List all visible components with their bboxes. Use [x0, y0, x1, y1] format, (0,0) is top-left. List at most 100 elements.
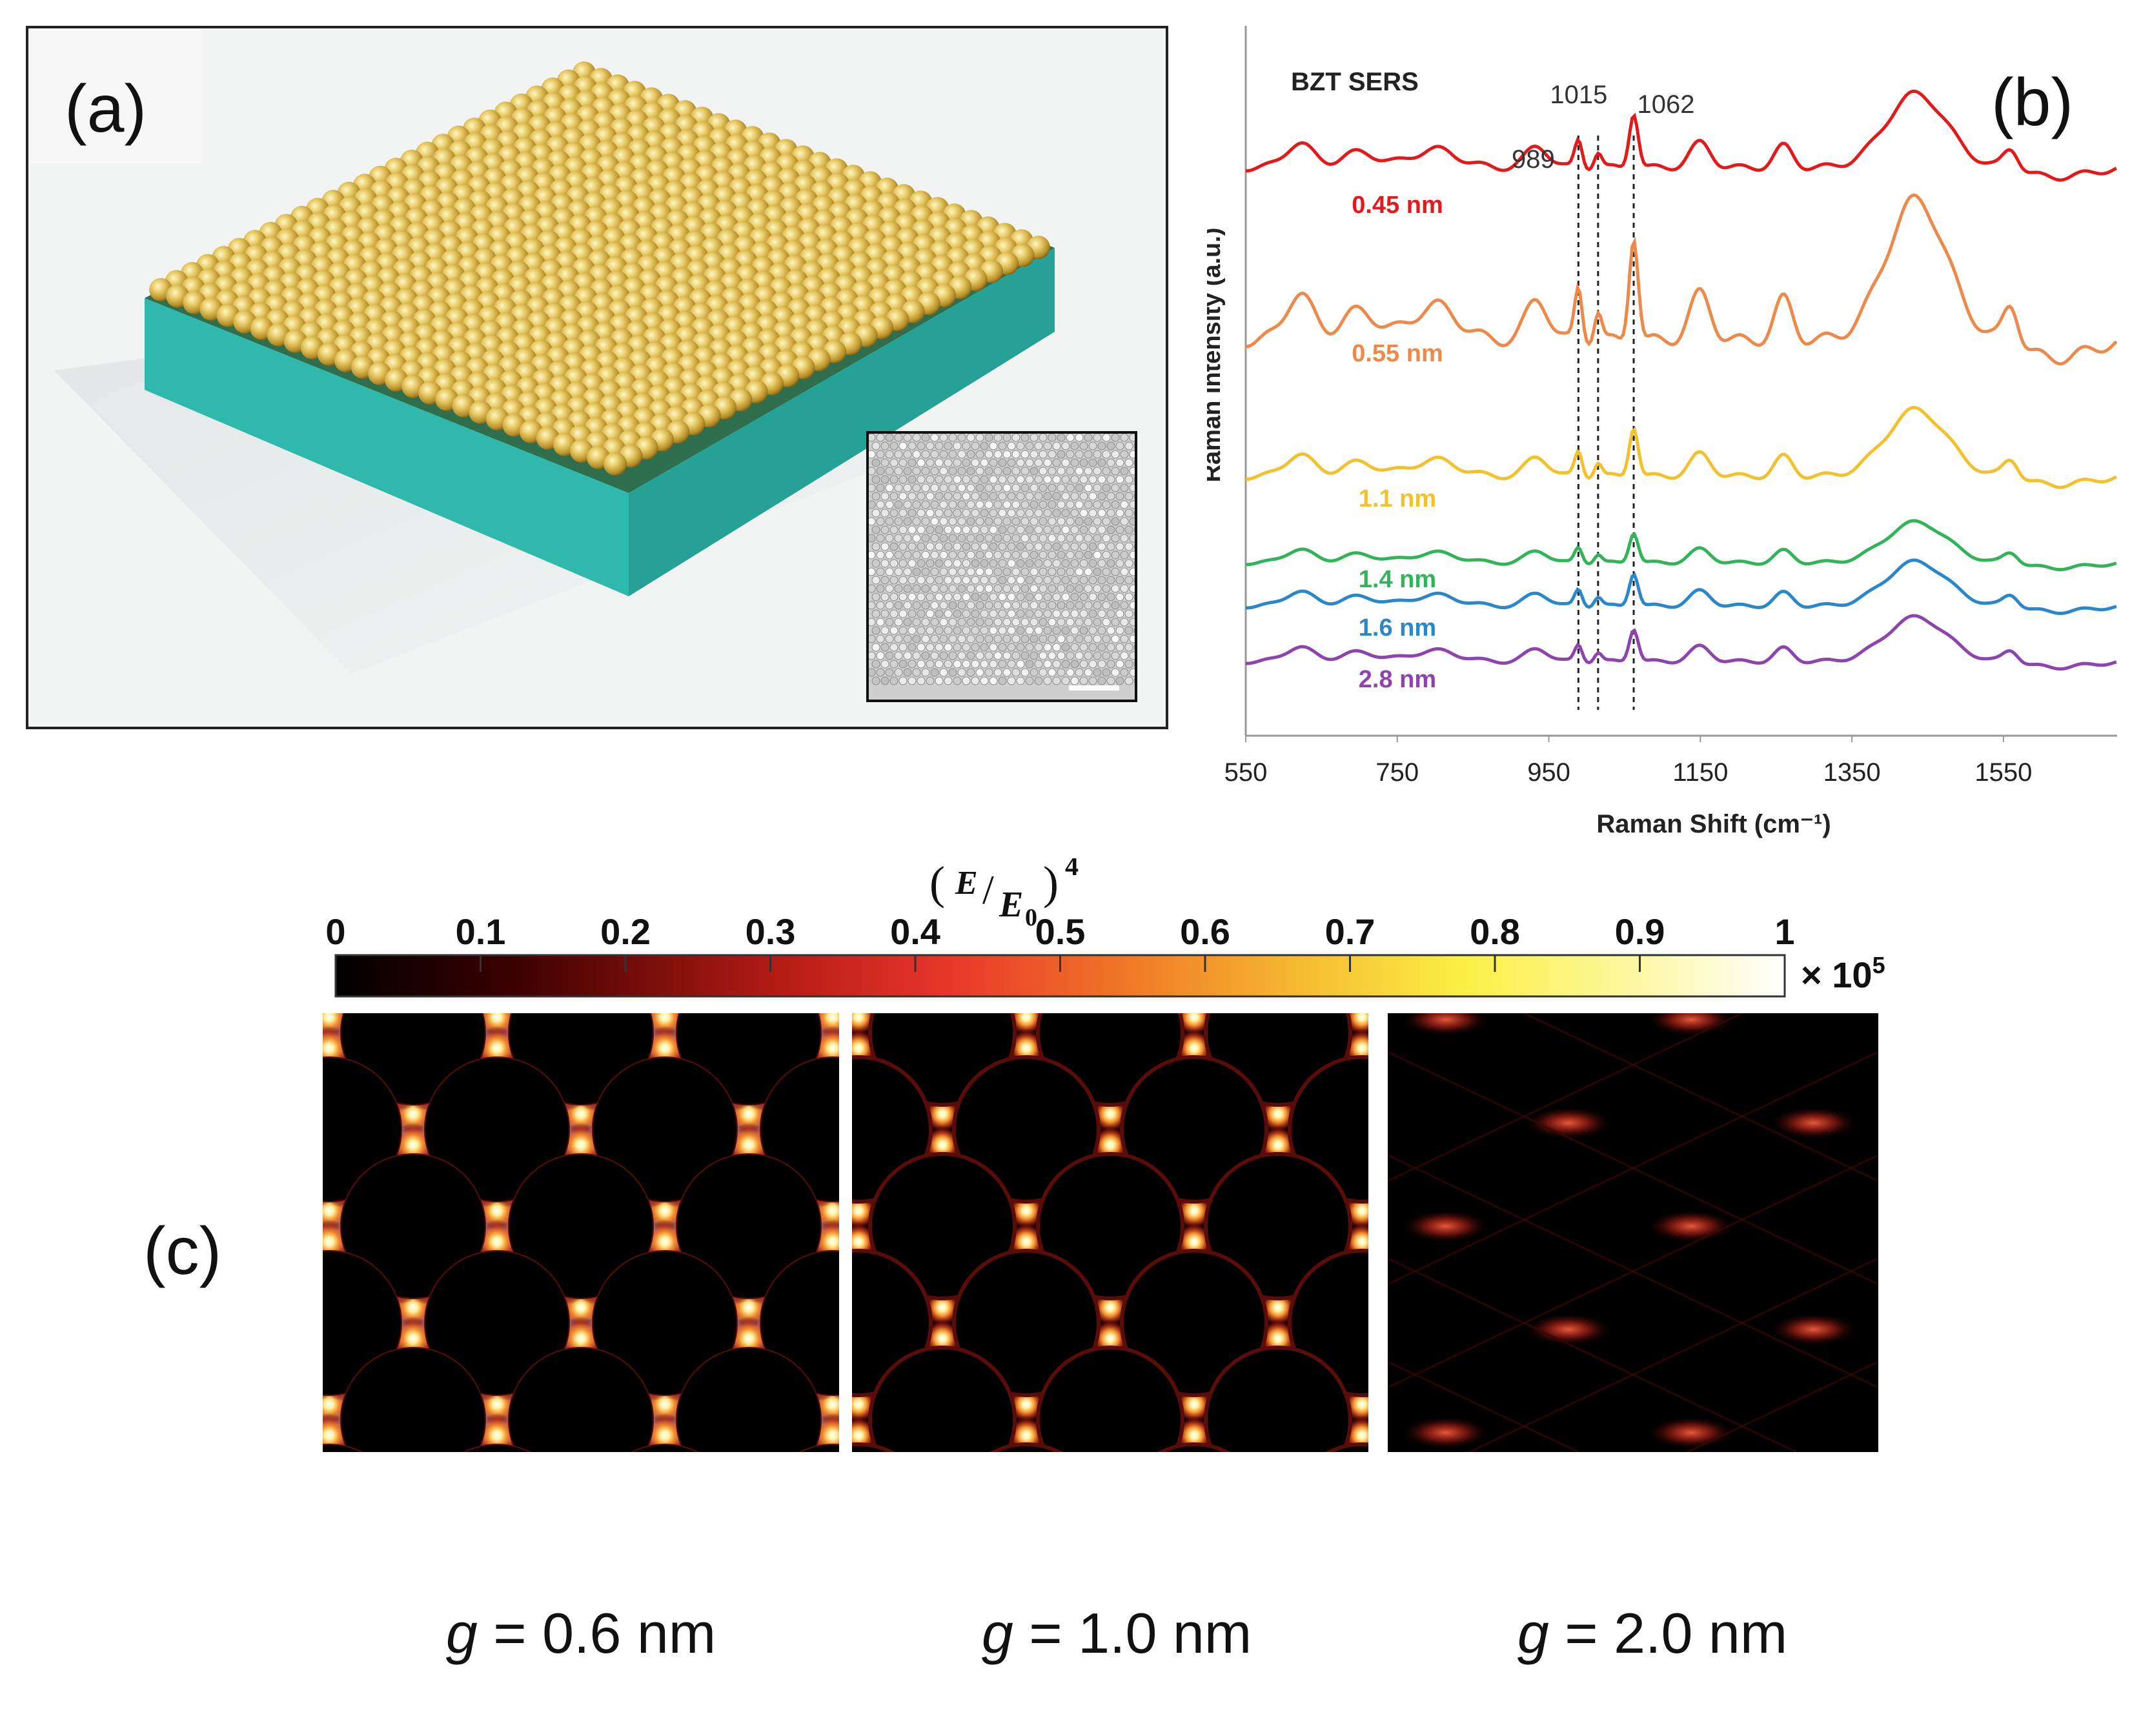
sem-particle	[1129, 567, 1135, 576]
sem-particle	[1043, 559, 1052, 568]
hotspot	[475, 1413, 519, 1452]
sem-micrograph	[869, 434, 1135, 700]
sem-particle	[930, 500, 939, 509]
sem-particle	[1025, 509, 1034, 518]
sem-particle	[984, 634, 993, 643]
sem-particle	[989, 542, 998, 551]
sem-particle	[1120, 601, 1129, 610]
sem-particle	[989, 475, 998, 484]
sem-particle	[1066, 634, 1075, 643]
sem-particle	[903, 434, 912, 442]
sem-particle	[885, 450, 894, 459]
sem-particle	[989, 441, 998, 450]
x-tick-label: 950	[1527, 758, 1570, 787]
sem-particle	[1039, 434, 1048, 442]
sem-particle	[1057, 550, 1066, 560]
sem-particle	[898, 609, 908, 618]
sem-particle	[1084, 517, 1093, 526]
sem-particle	[1120, 517, 1129, 526]
hotspot	[1007, 1013, 1046, 1036]
sem-particle	[1084, 450, 1093, 459]
sem-particle	[1115, 475, 1124, 484]
weak-hotspot	[1646, 1416, 1736, 1449]
sem-particle	[1048, 483, 1057, 492]
sem-particle	[1070, 676, 1079, 685]
sem-particle	[966, 601, 975, 610]
sem-particle	[1016, 475, 1025, 484]
sem-particle	[1097, 559, 1106, 568]
sem-particle	[1011, 434, 1020, 442]
sem-particle	[957, 651, 966, 660]
sem-particle	[1043, 676, 1052, 685]
nanoparticle-section	[1036, 1346, 1184, 1452]
sem-particle	[1084, 668, 1093, 677]
sem-particle	[944, 441, 953, 450]
sem-particle	[908, 576, 917, 585]
sem-particle	[1075, 601, 1084, 610]
nanoparticle-section	[592, 1250, 738, 1396]
sem-particle	[889, 475, 898, 484]
sem-particle	[1133, 678, 1135, 684]
sem-particle	[1124, 643, 1133, 652]
sem-particle	[1124, 626, 1133, 635]
sem-particle	[939, 517, 948, 526]
panel-a-label-bg	[28, 28, 203, 164]
sem-particle	[1052, 576, 1061, 585]
sem-particle	[1007, 643, 1016, 652]
sem-particle	[1070, 576, 1079, 585]
sem-particle	[1088, 676, 1097, 685]
sem-particle	[1088, 525, 1097, 534]
sem-particle	[912, 618, 921, 627]
colorbar-ticks: 0 0.1 0.2 0.3 0.4 0.5 0.6 0.7 0.8 0.9 1	[325, 911, 1795, 972]
nanoparticle-section	[340, 1153, 486, 1299]
sem-particle	[1048, 450, 1057, 459]
peak-label: 1015	[1550, 81, 1607, 109]
nanoparticle-section	[1204, 1152, 1352, 1300]
sem-particle	[926, 441, 935, 450]
sem-particle	[1129, 634, 1135, 643]
sem-particle	[1007, 592, 1016, 601]
sem-particle	[1120, 434, 1129, 442]
sem-particle	[1111, 618, 1120, 627]
sem-particle	[944, 492, 953, 501]
sem-particle	[898, 525, 908, 534]
sem-particle	[1075, 651, 1084, 660]
sem-particle	[1120, 584, 1129, 593]
sem-particle	[939, 601, 948, 610]
sem-particle	[1066, 651, 1075, 660]
sem-particle	[1030, 434, 1039, 442]
sem-particle	[944, 626, 953, 635]
sem-particle	[1106, 592, 1115, 601]
colorbar-tick-label: 0.1	[456, 911, 506, 952]
sem-particle	[989, 525, 998, 534]
sem-particle	[1115, 626, 1124, 635]
sem-particle	[903, 634, 912, 643]
sem-particle	[1039, 500, 1048, 509]
sem-particle	[939, 434, 948, 442]
sem-particle	[1079, 576, 1088, 585]
sem-particle	[1039, 517, 1048, 526]
sem-particle	[975, 584, 984, 593]
series-label: 0.55 nm	[1352, 340, 1443, 367]
x-axis-label: Raman Shift (cm⁻¹)	[1596, 810, 1831, 838]
sem-particle	[1066, 450, 1075, 459]
sem-particle	[998, 441, 1007, 450]
sem-particle	[1034, 576, 1043, 585]
sem-particle	[1133, 443, 1135, 449]
hotspot	[643, 1413, 687, 1452]
sem-particle	[980, 626, 989, 635]
sem-particle	[1030, 584, 1039, 593]
sem-particle	[944, 559, 953, 568]
sem-particle	[980, 492, 989, 501]
sem-particle	[912, 517, 921, 526]
sem-particle	[869, 618, 876, 627]
sem-particle	[957, 668, 966, 677]
sem-particle	[1115, 559, 1124, 568]
sem-particle	[1115, 492, 1124, 501]
field-map-g-0-6	[323, 1013, 839, 1452]
sem-particle	[1048, 534, 1057, 543]
colorbar-tick-label: 0.4	[890, 911, 940, 952]
sem-particle	[1043, 660, 1052, 669]
sem-particle	[984, 668, 993, 677]
sem-particle	[921, 618, 930, 627]
